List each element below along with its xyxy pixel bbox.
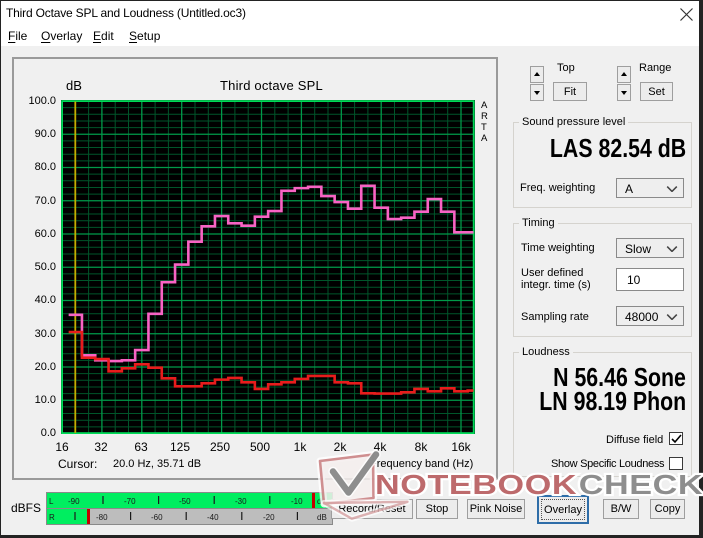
svg-text:-80: -80 [96, 513, 108, 522]
svg-text:L: L [49, 497, 54, 506]
svg-text:NOTEBOOK: NOTEBOOK [375, 469, 577, 500]
svg-text:-20: -20 [263, 513, 275, 522]
svg-text:-50: -50 [179, 497, 191, 506]
svg-text:-10: -10 [291, 497, 303, 506]
svg-text:R: R [49, 513, 55, 522]
svg-text:-40: -40 [207, 513, 219, 522]
svg-text:dB: dB [317, 513, 327, 522]
svg-text:-70: -70 [124, 497, 136, 506]
svg-text:CHECK: CHECK [579, 469, 703, 500]
svg-text:-30: -30 [235, 497, 247, 506]
svg-text:-90: -90 [68, 497, 80, 506]
svg-text:-60: -60 [151, 513, 163, 522]
